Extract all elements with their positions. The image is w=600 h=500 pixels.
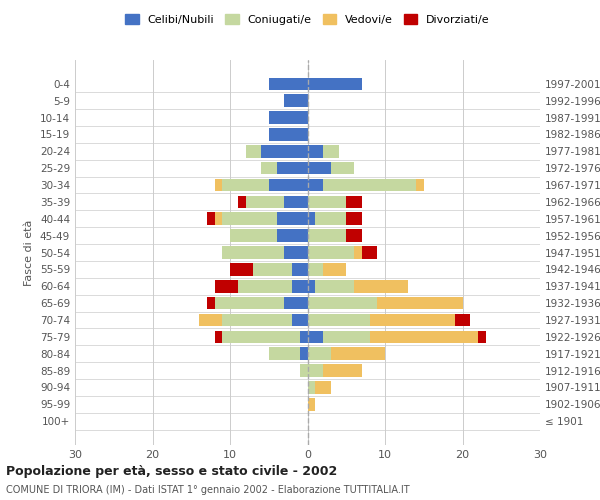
Bar bbox=[245, 196, 284, 208]
Bar bbox=[300, 364, 308, 377]
Bar bbox=[331, 348, 385, 360]
Bar bbox=[253, 263, 292, 276]
Bar bbox=[323, 263, 346, 276]
Bar bbox=[238, 196, 245, 208]
Y-axis label: Fasce di età: Fasce di età bbox=[25, 220, 34, 286]
Text: Popolazione per età, sesso e stato civile - 2002: Popolazione per età, sesso e stato civil… bbox=[6, 465, 337, 478]
Bar bbox=[215, 297, 284, 310]
Bar bbox=[277, 230, 308, 242]
Bar bbox=[300, 330, 308, 343]
Bar bbox=[346, 212, 362, 225]
Bar bbox=[308, 297, 377, 310]
Bar bbox=[315, 381, 331, 394]
Bar bbox=[222, 178, 269, 192]
Bar bbox=[269, 78, 308, 90]
Bar bbox=[354, 246, 362, 259]
Bar bbox=[222, 314, 292, 326]
Bar bbox=[300, 348, 308, 360]
Bar bbox=[308, 348, 331, 360]
Bar bbox=[230, 263, 253, 276]
Bar bbox=[455, 314, 470, 326]
Bar bbox=[323, 364, 362, 377]
Bar bbox=[478, 330, 486, 343]
Bar bbox=[284, 94, 308, 107]
Bar bbox=[308, 263, 323, 276]
Bar bbox=[308, 314, 370, 326]
Bar bbox=[308, 381, 315, 394]
Bar bbox=[346, 230, 362, 242]
Bar bbox=[207, 212, 215, 225]
Bar bbox=[354, 280, 408, 292]
Bar bbox=[370, 314, 455, 326]
Bar bbox=[284, 297, 308, 310]
Bar bbox=[222, 246, 284, 259]
Bar bbox=[362, 246, 377, 259]
Bar bbox=[346, 196, 362, 208]
Bar bbox=[245, 145, 261, 158]
Bar bbox=[308, 196, 346, 208]
Text: COMUNE DI TRIORA (IM) - Dati ISTAT 1° gennaio 2002 - Elaborazione TUTTITALIA.IT: COMUNE DI TRIORA (IM) - Dati ISTAT 1° ge… bbox=[6, 485, 410, 495]
Bar bbox=[215, 178, 222, 192]
Bar bbox=[308, 330, 323, 343]
Bar bbox=[308, 212, 315, 225]
Bar bbox=[370, 330, 478, 343]
Bar bbox=[323, 145, 338, 158]
Bar bbox=[230, 230, 277, 242]
Bar bbox=[261, 145, 308, 158]
Bar bbox=[315, 280, 354, 292]
Bar bbox=[308, 230, 346, 242]
Bar bbox=[215, 330, 222, 343]
Bar bbox=[331, 162, 354, 174]
Bar bbox=[269, 348, 300, 360]
Bar bbox=[308, 145, 323, 158]
Bar bbox=[323, 178, 416, 192]
Bar bbox=[277, 212, 308, 225]
Bar bbox=[261, 162, 277, 174]
Bar bbox=[377, 297, 463, 310]
Bar bbox=[292, 263, 308, 276]
Bar bbox=[416, 178, 424, 192]
Bar bbox=[308, 162, 331, 174]
Bar bbox=[207, 297, 215, 310]
Bar bbox=[284, 196, 308, 208]
Legend: Celibi/Nubili, Coniugati/e, Vedovi/e, Divorziati/e: Celibi/Nubili, Coniugati/e, Vedovi/e, Di… bbox=[121, 10, 494, 29]
Bar bbox=[215, 280, 238, 292]
Bar bbox=[269, 111, 308, 124]
Bar bbox=[284, 246, 308, 259]
Bar bbox=[308, 280, 315, 292]
Bar bbox=[308, 78, 362, 90]
Bar bbox=[215, 212, 222, 225]
Bar bbox=[315, 212, 346, 225]
Bar bbox=[308, 364, 323, 377]
Bar bbox=[308, 246, 354, 259]
Bar bbox=[308, 398, 315, 410]
Bar bbox=[238, 280, 292, 292]
Bar bbox=[269, 128, 308, 141]
Bar bbox=[222, 330, 300, 343]
Bar bbox=[308, 178, 323, 192]
Bar bbox=[292, 280, 308, 292]
Bar bbox=[269, 178, 308, 192]
Bar bbox=[222, 212, 277, 225]
Bar bbox=[292, 314, 308, 326]
Bar bbox=[199, 314, 222, 326]
Bar bbox=[277, 162, 308, 174]
Bar bbox=[323, 330, 370, 343]
